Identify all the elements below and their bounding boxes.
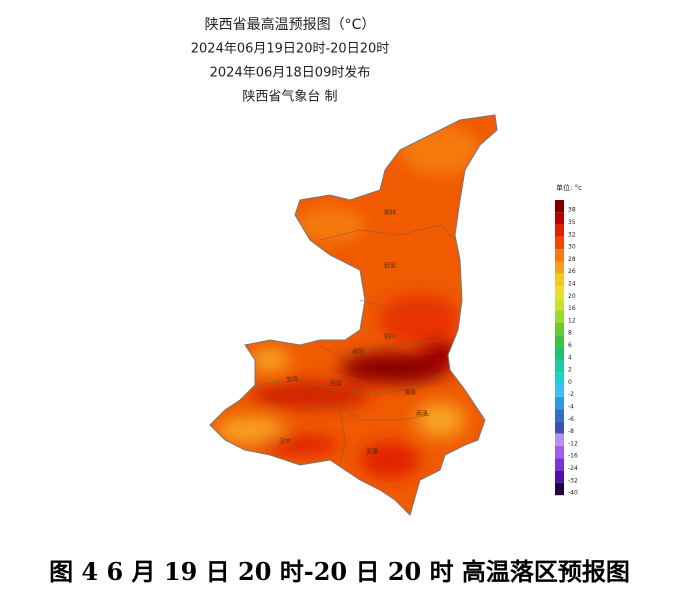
legend-label: 35 [568,219,576,226]
legend-label: -16 [568,453,578,460]
legend-label: 24 [568,280,576,287]
caption: 图 4 6 月 19 日 20 时-20 日 20 时 高温落区预报图 [49,557,630,586]
legend-swatch [555,384,564,397]
legend-label: -4 [568,403,574,410]
city-borders [254,224,459,466]
legend-label: -24 [568,465,578,472]
map-title: 陕西省最高温预报图（°C） [205,16,376,33]
legend-swatch [555,335,564,348]
legend-swatch [555,310,564,323]
city-label: 延安 [384,262,396,270]
legend-label: -8 [568,428,574,435]
legend-label: 28 [568,256,576,263]
temperature-field [210,115,497,515]
city-label: 咸阳 [352,348,364,356]
legend-swatch [555,347,564,360]
legend-label: -40 [568,490,578,497]
legend-label: -6 [568,416,574,423]
producer: 陕西省气象台 制 [242,89,337,105]
legend-label: -32 [568,477,578,484]
legend-swatch [555,458,564,471]
legend-label: -12 [568,440,578,447]
legend-swatch [555,212,564,225]
legend-label: 20 [568,293,576,300]
legend-swatch [555,446,564,459]
legend-swatch [555,470,564,483]
legend-swatch [555,236,564,250]
issued: 2024年06月18日09时发布 [210,65,371,81]
legend-swatch [555,482,564,496]
legend-label: 2 [568,367,572,374]
legend-swatch [555,200,564,213]
legend-label: 38 [568,207,576,214]
city-label: 汉中 [279,438,291,446]
legend-swatch [555,261,564,274]
city-label: 榆林 [384,209,396,217]
legend-label: 26 [568,268,576,275]
legend-swatch [555,433,564,446]
legend-swatch [555,372,564,385]
legend-label: 0 [568,379,572,386]
legend-unit: 单位: °c [556,183,582,192]
city-label: 宝鸡 [286,376,298,384]
legend-swatch [555,286,564,299]
legend-swatch [555,323,564,336]
legend-swatch [555,421,564,434]
city-label: 西安 [330,380,342,388]
legend-swatch [555,359,564,373]
legend-swatch [555,249,564,262]
legend-swatch [555,273,564,287]
legend-label: 4 [568,354,572,361]
legend-swatch [555,224,564,237]
legend-label: 8 [568,330,572,337]
city-label: 铜川 [384,333,396,341]
legend-label: 12 [568,317,576,324]
legend-label: 6 [568,342,572,349]
city-label: 安康 [366,448,378,456]
legend-label: -2 [568,391,574,398]
legend-swatch [555,298,564,311]
legend-swatch [555,396,564,410]
legend-label: 32 [568,231,576,238]
legend-swatch [555,409,564,422]
legend-label: 16 [568,305,576,312]
period: 2024年06月19日20时-20日20时 [191,42,390,57]
city-label: 商洛 [416,410,428,418]
legend-label: 30 [568,244,576,251]
city-label: 渭南 [404,389,416,397]
